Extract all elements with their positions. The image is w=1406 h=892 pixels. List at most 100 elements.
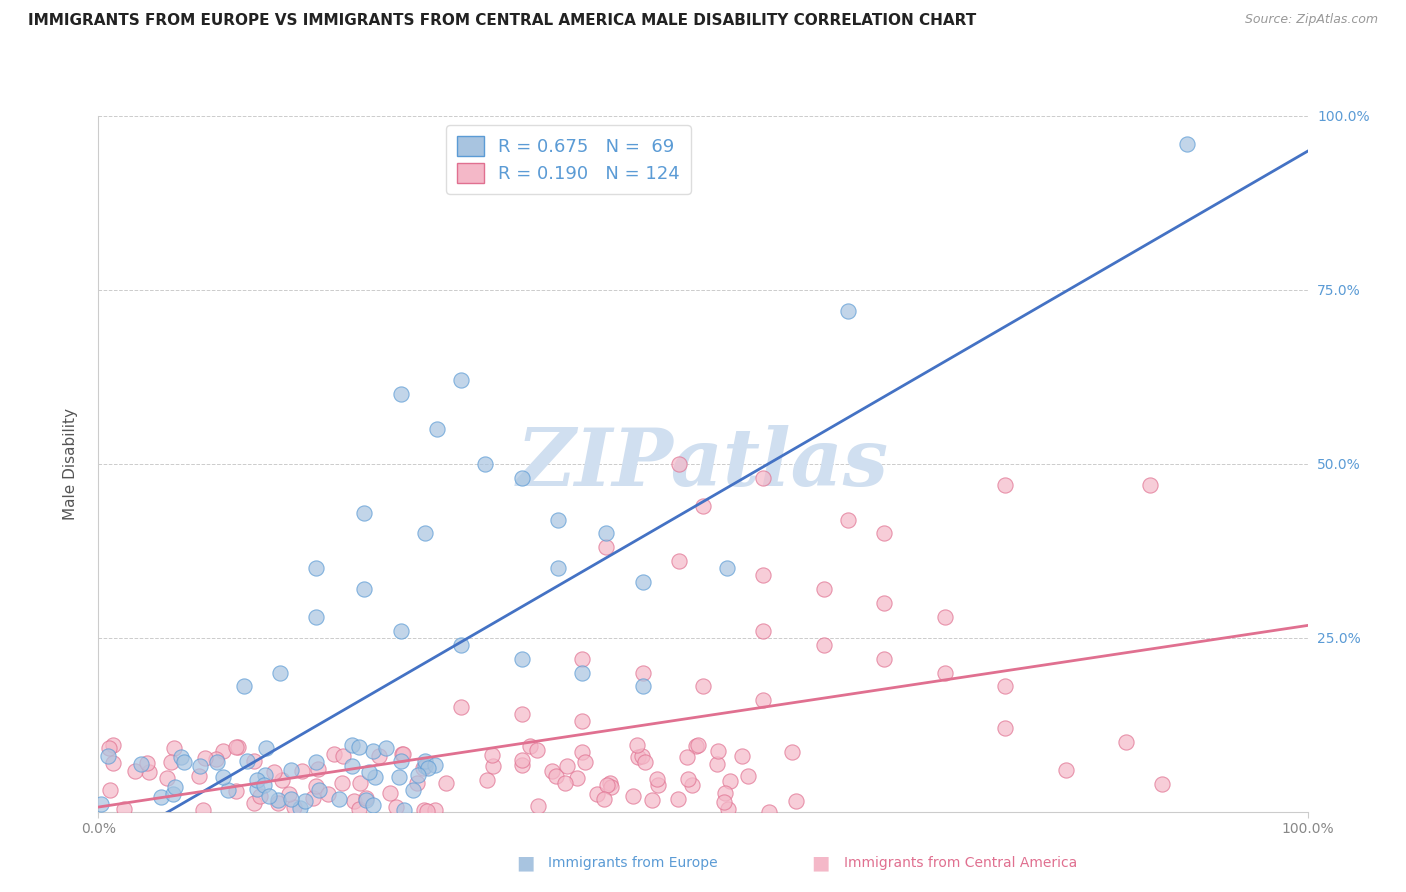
- Point: [450, 700, 472, 714]
- Point: [374, 741, 396, 756]
- Point: [301, 790, 323, 805]
- Point: [138, 765, 160, 780]
- Point: [340, 738, 363, 752]
- Point: [600, 780, 623, 794]
- Point: [626, 750, 648, 764]
- Point: [707, 744, 730, 758]
- Point: [389, 387, 412, 401]
- Point: [681, 779, 703, 793]
- Point: [124, 764, 146, 779]
- Point: [378, 786, 401, 800]
- Point: [305, 780, 328, 794]
- Point: [328, 792, 350, 806]
- Point: [347, 740, 370, 755]
- Point: [706, 756, 728, 771]
- Point: [873, 526, 896, 541]
- Point: [416, 761, 439, 775]
- Point: [758, 805, 780, 819]
- Point: [98, 783, 121, 797]
- Point: [752, 568, 775, 582]
- Point: [555, 759, 578, 773]
- Point: [595, 541, 617, 555]
- Point: [246, 772, 269, 787]
- Point: [450, 373, 472, 387]
- Point: [713, 795, 735, 809]
- Point: [631, 575, 654, 590]
- Point: [249, 789, 271, 803]
- Point: [752, 693, 775, 707]
- Point: [668, 457, 690, 471]
- Point: [254, 741, 277, 756]
- Point: [994, 477, 1017, 491]
- Point: [873, 651, 896, 665]
- Point: [631, 665, 654, 680]
- Point: [554, 776, 576, 790]
- Point: [267, 793, 290, 807]
- Point: [641, 793, 664, 807]
- Point: [510, 753, 533, 767]
- Point: [101, 738, 124, 752]
- Point: [716, 561, 738, 575]
- Point: [692, 499, 714, 513]
- Point: [571, 651, 593, 665]
- Point: [434, 776, 457, 790]
- Point: [813, 582, 835, 596]
- Point: [1139, 477, 1161, 491]
- Point: [547, 512, 569, 526]
- Point: [780, 745, 803, 759]
- Point: [544, 769, 567, 783]
- Point: [685, 739, 707, 753]
- Point: [675, 750, 697, 764]
- Point: [353, 582, 375, 596]
- Point: [571, 714, 593, 729]
- Point: [204, 752, 226, 766]
- Point: [193, 803, 215, 817]
- Point: [626, 738, 648, 752]
- Point: [1054, 763, 1077, 777]
- Point: [316, 787, 339, 801]
- Point: [481, 747, 503, 762]
- Text: ■: ■: [811, 853, 830, 872]
- Point: [389, 624, 412, 638]
- Point: [211, 770, 233, 784]
- Point: [405, 776, 427, 790]
- Point: [1152, 777, 1174, 791]
- Point: [277, 788, 299, 802]
- Point: [253, 779, 276, 793]
- Point: [98, 741, 121, 756]
- Point: [101, 756, 124, 770]
- Point: [752, 624, 775, 638]
- Point: [246, 782, 269, 797]
- Point: [294, 794, 316, 808]
- Point: [717, 802, 740, 816]
- Point: [785, 794, 807, 808]
- Point: [207, 755, 229, 769]
- Point: [388, 770, 411, 784]
- Text: Immigrants from Europe: Immigrants from Europe: [548, 855, 718, 870]
- Point: [752, 471, 775, 485]
- Point: [676, 772, 699, 786]
- Point: [330, 775, 353, 789]
- Point: [630, 749, 652, 764]
- Point: [170, 749, 193, 764]
- Point: [332, 749, 354, 764]
- Point: [423, 757, 446, 772]
- Point: [527, 798, 550, 813]
- Point: [416, 804, 439, 818]
- Point: [541, 764, 564, 779]
- Point: [631, 680, 654, 694]
- Point: [408, 767, 430, 781]
- Point: [731, 748, 754, 763]
- Point: [217, 782, 239, 797]
- Point: [173, 755, 195, 769]
- Point: [368, 749, 391, 764]
- Point: [574, 755, 596, 769]
- Point: [621, 789, 644, 804]
- Point: [510, 707, 533, 722]
- Point: [547, 561, 569, 575]
- Point: [136, 756, 159, 770]
- Point: [269, 665, 291, 680]
- Point: [340, 759, 363, 773]
- Point: [474, 457, 496, 471]
- Point: [359, 764, 381, 779]
